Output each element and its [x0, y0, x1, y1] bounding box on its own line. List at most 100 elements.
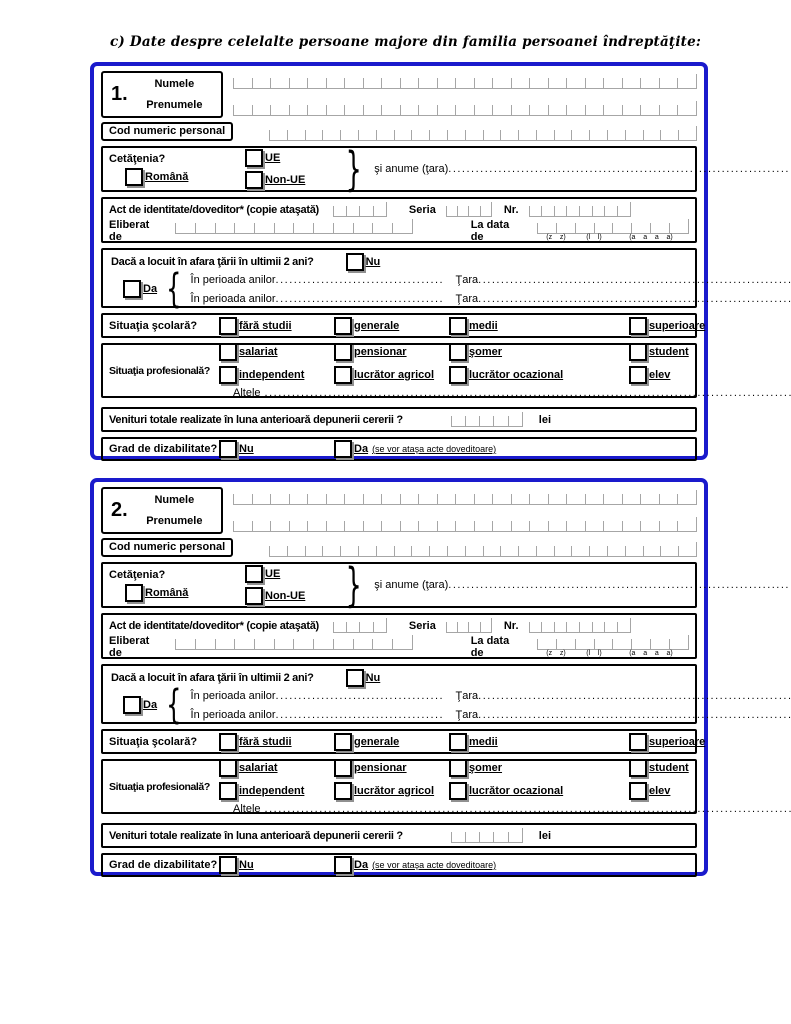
ue-checkbox[interactable] — [245, 565, 263, 583]
tara-fill[interactable]: ........................................… — [478, 689, 791, 702]
option-romana[interactable]: Română — [125, 167, 245, 186]
option-abroad-da[interactable]: Da — [123, 280, 157, 298]
abroad-nu-checkbox[interactable] — [345, 253, 364, 271]
period-fill[interactable]: ........................................… — [275, 273, 444, 286]
option-disability-da[interactable]: Da (se vor ataşa acte doveditoare) — [334, 440, 689, 458]
prenumele-field[interactable] — [233, 101, 697, 116]
nr-field[interactable] — [528, 202, 631, 217]
generale-checkbox[interactable] — [334, 316, 352, 335]
date-field[interactable] — [536, 219, 689, 234]
medii-checkbox[interactable] — [449, 732, 467, 751]
country-fill[interactable]: ........................................… — [448, 163, 791, 175]
somer-checkbox[interactable] — [449, 758, 467, 777]
salariat-checkbox[interactable] — [219, 758, 237, 777]
option-superioare[interactable]: superioare — [629, 732, 705, 751]
lucrator-ocazional-checkbox[interactable] — [449, 781, 467, 800]
numele-field[interactable] — [233, 74, 697, 89]
option-fara-studii[interactable]: fără studii — [219, 732, 334, 751]
option-student[interactable]: student — [629, 342, 791, 361]
option-fara-studii[interactable]: fără studii — [219, 316, 334, 335]
option-elev[interactable]: elev — [629, 781, 791, 800]
income-field[interactable] — [450, 412, 523, 427]
option-elev[interactable]: elev — [629, 365, 791, 384]
cnp-field[interactable] — [269, 542, 697, 557]
option-non-ue[interactable]: Non-UE — [245, 171, 339, 189]
option-pensionar[interactable]: pensionar — [334, 342, 449, 361]
income-field[interactable] — [450, 828, 523, 843]
independent-checkbox[interactable] — [219, 781, 237, 800]
option-medii[interactable]: medii — [449, 732, 629, 751]
option-ue[interactable]: UE — [245, 565, 339, 583]
option-somer[interactable]: şomer — [449, 342, 629, 361]
altele-fill[interactable]: ........................................… — [264, 802, 791, 815]
option-lucrator-ocazional[interactable]: lucrător ocazional — [449, 781, 629, 800]
medii-checkbox[interactable] — [449, 316, 467, 335]
option-disability-nu[interactable]: Nu — [219, 856, 334, 874]
abroad-da-checkbox[interactable] — [123, 696, 141, 714]
disability-nu-checkbox[interactable] — [219, 856, 237, 874]
abroad-nu-checkbox[interactable] — [345, 669, 364, 687]
independent-checkbox[interactable] — [219, 365, 237, 384]
option-disability-nu[interactable]: Nu — [219, 440, 334, 458]
tara-fill[interactable]: ........................................… — [478, 708, 791, 721]
disability-nu-checkbox[interactable] — [219, 440, 237, 458]
non-ue-checkbox[interactable] — [245, 171, 263, 189]
option-lucrator-agricol[interactable]: lucrător agricol — [334, 365, 449, 384]
option-salariat[interactable]: salariat — [219, 758, 334, 777]
lucrator-ocazional-checkbox[interactable] — [449, 365, 467, 384]
period-fill[interactable]: ........................................… — [275, 292, 444, 305]
pensionar-checkbox[interactable] — [334, 758, 352, 777]
tara-fill[interactable]: ........................................… — [478, 292, 791, 305]
option-abroad-nu[interactable]: Nu — [345, 669, 380, 687]
fara-studii-checkbox[interactable] — [219, 732, 237, 751]
student-checkbox[interactable] — [629, 758, 647, 777]
option-lucrator-ocazional[interactable]: lucrător ocazional — [449, 365, 629, 384]
somer-checkbox[interactable] — [449, 342, 467, 361]
elev-checkbox[interactable] — [629, 365, 647, 384]
non-ue-checkbox[interactable] — [245, 587, 263, 605]
option-romana[interactable]: Română — [125, 583, 245, 602]
eliberat-field[interactable] — [175, 219, 413, 234]
option-abroad-da[interactable]: Da — [123, 696, 157, 714]
option-somer[interactable]: şomer — [449, 758, 629, 777]
cnp-field[interactable] — [269, 126, 697, 141]
seria-field[interactable] — [445, 202, 492, 217]
period-fill[interactable]: ........................................… — [275, 689, 444, 702]
generale-checkbox[interactable] — [334, 732, 352, 751]
tara-fill[interactable]: ........................................… — [478, 273, 791, 286]
option-non-ue[interactable]: Non-UE — [245, 587, 339, 605]
prenumele-field[interactable] — [233, 517, 697, 532]
ue-checkbox[interactable] — [245, 149, 263, 167]
option-pensionar[interactable]: pensionar — [334, 758, 449, 777]
pensionar-checkbox[interactable] — [334, 342, 352, 361]
disability-da-checkbox[interactable] — [334, 440, 352, 458]
fara-studii-checkbox[interactable] — [219, 316, 237, 335]
option-independent[interactable]: independent — [219, 781, 334, 800]
nr-field[interactable] — [528, 618, 631, 633]
disability-da-checkbox[interactable] — [334, 856, 352, 874]
altele-fill[interactable]: ........................................… — [264, 386, 791, 399]
superioare-checkbox[interactable] — [629, 316, 647, 335]
eliberat-field[interactable] — [175, 635, 413, 650]
lucrator-agricol-checkbox[interactable] — [334, 781, 352, 800]
country-fill[interactable]: ........................................… — [448, 579, 791, 591]
option-generale[interactable]: generale — [334, 732, 449, 751]
superioare-checkbox[interactable] — [629, 732, 647, 751]
student-checkbox[interactable] — [629, 342, 647, 361]
romana-checkbox[interactable] — [125, 583, 143, 602]
option-generale[interactable]: generale — [334, 316, 449, 335]
elev-checkbox[interactable] — [629, 781, 647, 800]
option-superioare[interactable]: superioare — [629, 316, 705, 335]
option-ue[interactable]: UE — [245, 149, 339, 167]
salariat-checkbox[interactable] — [219, 342, 237, 361]
option-abroad-nu[interactable]: Nu — [345, 253, 380, 271]
romana-checkbox[interactable] — [125, 167, 143, 186]
period-fill[interactable]: ........................................… — [275, 708, 444, 721]
option-salariat[interactable]: salariat — [219, 342, 334, 361]
option-student[interactable]: student — [629, 758, 791, 777]
option-independent[interactable]: independent — [219, 365, 334, 384]
lucrator-agricol-checkbox[interactable] — [334, 365, 352, 384]
option-disability-da[interactable]: Da (se vor ataşa acte doveditoare) — [334, 856, 689, 874]
option-lucrator-agricol[interactable]: lucrător agricol — [334, 781, 449, 800]
abroad-da-checkbox[interactable] — [123, 280, 141, 298]
